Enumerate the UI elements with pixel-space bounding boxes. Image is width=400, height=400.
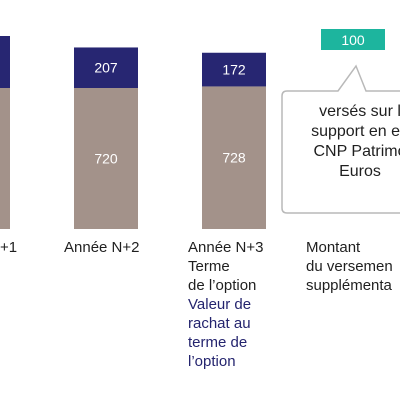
category-label-line: Montant <box>306 239 361 256</box>
category-label-line: du versemen <box>306 258 393 275</box>
category-label-accent-line: rachat au <box>188 315 251 332</box>
bar-segment-2-1 <box>202 52 266 87</box>
category-label-line: de l’option <box>188 277 257 294</box>
bar-segment-1-1 <box>74 47 138 88</box>
category-label-line: supplémenta <box>306 277 392 294</box>
category-label-line: +1 <box>0 239 18 256</box>
callout-line: CNP Patrimo <box>313 143 400 160</box>
bar-segment-3-2 <box>321 29 385 50</box>
bar-segment-0-0 <box>0 88 10 229</box>
bar-segment-0-1 <box>0 36 10 88</box>
callout-line: support en eu <box>311 123 400 140</box>
bar-value-label: 728 <box>222 150 246 166</box>
bar-value-label: 100 <box>341 32 365 48</box>
category-label-n1: +1 <box>0 238 17 257</box>
value-labels-layer: 720 207 728 172 100 <box>94 32 365 167</box>
category-label-accent-line: l’option <box>188 353 236 370</box>
category-label-line: Année N+3 <box>188 239 264 256</box>
bars-layer <box>0 29 385 229</box>
callout-line: versés sur l <box>319 103 400 120</box>
category-label-n2: Année N+2 <box>64 238 139 257</box>
category-label-accent-line: terme de <box>188 334 248 351</box>
bar-value-label: 172 <box>222 62 246 78</box>
bar-value-label: 720 <box>94 151 118 167</box>
callout-bubble <box>281 64 400 214</box>
category-label-montant: Montant du versemen supplémenta <box>306 238 393 295</box>
bar-segment-1-0 <box>74 88 138 229</box>
callout-text: versés sur l support en eu CNP Patrimo E… <box>290 102 400 182</box>
bar-value-label: 207 <box>94 60 118 76</box>
category-label-n3: Année N+3 Terme de l’option Valeur de ra… <box>188 238 263 371</box>
callout-line: Euros <box>339 163 381 180</box>
category-label-line: Année N+2 <box>64 239 140 256</box>
category-label-line: Terme <box>188 258 230 275</box>
bar-segment-2-0 <box>202 86 266 229</box>
category-label-accent-line: Valeur de <box>188 296 252 313</box>
